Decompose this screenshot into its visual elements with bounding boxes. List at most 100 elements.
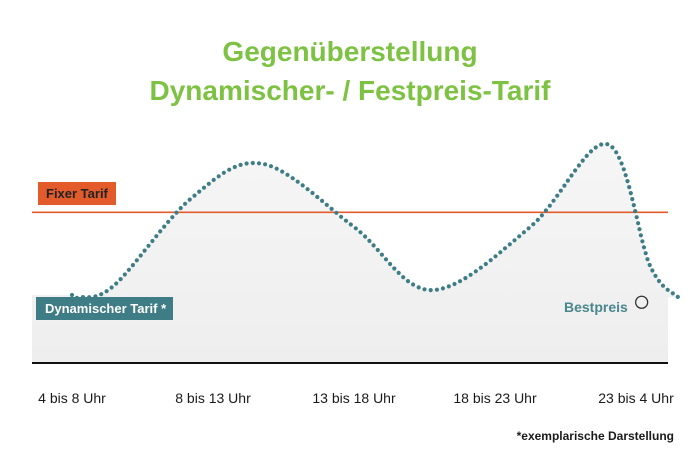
dynamic-tariff-dot xyxy=(493,254,498,259)
dynamic-tariff-dot xyxy=(383,257,389,262)
dynamic-tariff-dot xyxy=(547,203,552,208)
dynamic-tariff-dot xyxy=(295,179,300,184)
dynamic-tariff-dot xyxy=(232,164,237,170)
dynamic-tariff-dot xyxy=(422,287,427,292)
dynamic-tariff-dot xyxy=(388,261,393,267)
dynamic-tariff-dot xyxy=(353,226,358,231)
dynamic-tariff-dot xyxy=(517,234,522,239)
dynamic-tariff-dot xyxy=(192,193,197,198)
dynamic-tariff-dot xyxy=(631,203,636,208)
dynamic-tariff-dot xyxy=(162,224,167,229)
dynamic-tariff-dot xyxy=(643,251,648,256)
dynamic-tariff-dot xyxy=(588,149,594,154)
dynamic-tariff-dot xyxy=(158,229,163,234)
dynamic-tariff-dot xyxy=(339,214,344,219)
dynamic-tariff-dot xyxy=(197,189,202,194)
dynamic-tariff-dot xyxy=(334,210,339,215)
dynamic-tariff-dot xyxy=(130,263,135,268)
dynamic-tariff-dot xyxy=(114,281,119,286)
dynamic-tariff-dot xyxy=(627,185,632,190)
dynamic-tariff-dot xyxy=(343,218,349,223)
dynamic-tariff-dot xyxy=(555,193,560,198)
dynamic-tariff-dot xyxy=(638,233,644,238)
dynamic-tariff-dot xyxy=(348,222,353,227)
dynamic-tariff-dot xyxy=(521,230,527,235)
dynamic-tariff-dot xyxy=(452,281,457,287)
dynamic-tariff-dot xyxy=(411,282,416,287)
dynamic-tariff-dot xyxy=(630,197,635,202)
dynamic-tariff-dot xyxy=(396,270,401,275)
dynamic-tariff-dot xyxy=(250,160,255,166)
dynamic-tariff-dot xyxy=(512,238,517,243)
dynamic-tariff-dot xyxy=(576,163,582,168)
x-tick-label: 4 bis 8 Uhr xyxy=(38,390,106,406)
dynamic-tariff-dot xyxy=(543,208,549,213)
dynamic-tariff-dot xyxy=(367,238,372,243)
dynamic-tariff-dot xyxy=(104,289,109,294)
x-tick-label: 18 bis 23 Uhr xyxy=(453,390,537,406)
dynamic-tariff-dot xyxy=(166,219,171,224)
dynamic-tariff-dot xyxy=(558,188,563,193)
dynamic-tariff-dot xyxy=(99,292,104,297)
dynamic-tariff-dot xyxy=(285,172,290,177)
dynamic-tariff-dot xyxy=(457,279,463,284)
dynamic-tariff-dot xyxy=(440,286,445,291)
dynamic-tariff-dot xyxy=(665,287,670,292)
dynamic-tariff-dot xyxy=(238,162,243,167)
dynamic-tariff-dot xyxy=(446,284,451,289)
dynamic-tariff-dot xyxy=(463,276,468,281)
dynamic-tariff-dot xyxy=(320,198,325,203)
dynamic-tariff-dot xyxy=(329,206,334,211)
dynamic-tariff-dot xyxy=(621,167,626,172)
dynamic-tariff-dot xyxy=(675,294,680,299)
dynamic-tariff-dot xyxy=(565,178,571,183)
dynamic-tariff-dot xyxy=(428,288,433,293)
dynamic-tariff-dot xyxy=(473,269,478,274)
dynamic-tariff-dot xyxy=(216,174,221,179)
dynamic-tariff-dot xyxy=(146,243,151,248)
dynamic-tariff-dot xyxy=(183,201,188,206)
dynamic-tariff-dot xyxy=(178,206,183,211)
dynamic-tariff-dot xyxy=(268,164,274,169)
dynamic-tariff-dot xyxy=(641,245,647,250)
dynamic-tariff-dot xyxy=(263,162,268,167)
dynamic-tariff-dot xyxy=(290,176,295,181)
dynamic-tariff-dot xyxy=(401,275,406,280)
dynamic-tariff-dot xyxy=(634,215,639,220)
dynamic-tariff-dot xyxy=(539,213,545,218)
dynamic-tariff-dot xyxy=(551,198,556,203)
dynamic-tariff-dot xyxy=(625,179,630,184)
footnote: *exemplarische Darstellung xyxy=(516,429,674,443)
dynamic-tariff-dot xyxy=(628,191,633,196)
dynamic-tariff-dot xyxy=(300,183,305,188)
dynamic-tariff-dot xyxy=(660,283,666,288)
dynamic-tariff-dot xyxy=(670,291,675,296)
chart-title-line-1: Gegenüberstellung xyxy=(222,36,478,67)
best-price-label: Bestpreis xyxy=(564,299,628,315)
dynamic-tariff-dot xyxy=(392,266,397,271)
dynamic-tariff-dot xyxy=(375,247,380,253)
x-tick-label: 13 bis 18 Uhr xyxy=(312,390,396,406)
dynamic-tariff-dot xyxy=(610,145,615,150)
dynamic-tariff-dot xyxy=(170,215,175,220)
dynamic-tariff-dot xyxy=(227,167,232,172)
dynamic-tariff-dot xyxy=(502,246,508,251)
dynamic-tariff-dot xyxy=(315,194,320,200)
dynamic-tariff-dot xyxy=(126,267,131,272)
dynamic-tariff-dot xyxy=(150,238,155,244)
dynamic-tariff-dot xyxy=(636,221,641,226)
dynamic-tariff-dot xyxy=(656,278,662,284)
dynamic-tariff-dot xyxy=(174,210,179,215)
dynamic-tariff-dot xyxy=(206,181,211,186)
dynamic-tariff-dot xyxy=(69,292,75,298)
dynamic-tariff-dot xyxy=(619,161,624,166)
chart-title-line-2: Dynamischer- / Festpreis-Tarif xyxy=(149,75,551,106)
dynamic-tariff-dot xyxy=(134,258,139,263)
dynamic-tariff-dot xyxy=(244,161,249,166)
dynamic-tariff-dot xyxy=(483,261,488,267)
dynamic-tariff-dot xyxy=(154,234,159,239)
dynamic-tariff-dot xyxy=(416,285,421,290)
dynamic-tariff-dot xyxy=(478,265,483,270)
dynamic-tariff-dot xyxy=(633,209,638,214)
fixed-tariff-tag: Fixer Tarif xyxy=(38,182,116,205)
